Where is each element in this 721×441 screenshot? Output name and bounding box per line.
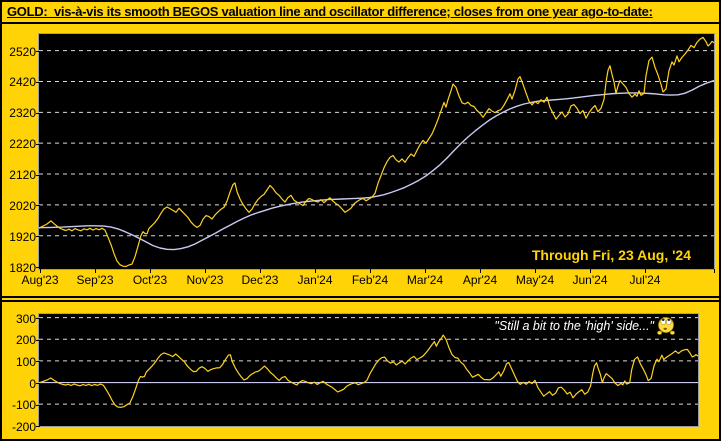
panel-separator: [2, 296, 719, 302]
y-tick-mark: [36, 236, 40, 238]
oscillator-line: [39, 334, 698, 408]
month-tick-label: May'24: [515, 273, 555, 287]
y-tick-label: 2520: [9, 44, 36, 59]
main-price-chart-plot: [38, 33, 715, 270]
y-tick-mark: [36, 361, 40, 363]
title-bar: GOLD: vis-à-vis its smooth BEGOS valuati…: [2, 2, 719, 24]
month-tick-mark: [315, 269, 316, 273]
through-date-label: Through Fri, 23 Aug, '24: [531, 247, 691, 263]
month-tick-mark: [370, 269, 371, 273]
y-tick-label: 2420: [9, 75, 36, 90]
y-tick-mark: [36, 112, 40, 114]
y-tick-mark: [36, 143, 40, 145]
y-tick-mark: [36, 404, 40, 406]
month-tick-label: Jan'24: [297, 273, 333, 287]
month-tick-mark: [425, 269, 426, 273]
month-tick-label: Jun'24: [572, 273, 608, 287]
y-tick-mark: [36, 339, 40, 341]
main-chart-svg: [39, 36, 714, 268]
month-tick-label: Dec'23: [241, 273, 279, 287]
y-tick-mark: [36, 205, 40, 207]
nail-biting-smiley-icon: [657, 317, 675, 335]
month-tick-mark: [535, 269, 536, 273]
oscillator-y-tick-label: 300: [15, 311, 36, 326]
annotation-text: "Still a bit to the 'high' side...": [494, 319, 654, 333]
month-tick-mark: [645, 269, 646, 273]
month-tick-mark: [150, 269, 151, 273]
month-tick-mark: [590, 269, 591, 273]
month-tick-label: Nov'23: [186, 273, 224, 287]
month-tick-mark: [480, 269, 481, 273]
oscillator-annotation: "Still a bit to the 'high' side...": [494, 316, 675, 338]
oscillator-y-tick-label: 200: [15, 333, 36, 348]
oscillator-chart-svg: [39, 317, 698, 408]
month-tick-mark: [714, 269, 715, 273]
month-tick-label: Sep'23: [76, 273, 114, 287]
y-tick-label: 2220: [9, 137, 36, 152]
price-line: [39, 36, 714, 268]
oscillator-chart-plot: [38, 313, 699, 427]
y-tick-label: 2120: [9, 168, 36, 182]
oscillator-y-tick-label: -200: [11, 419, 36, 434]
y-tick-mark: [36, 51, 40, 53]
valuation-line: [39, 79, 714, 251]
y-tick-mark: [36, 426, 40, 428]
y-tick-mark: [36, 81, 40, 83]
month-tick-label: Oct'23: [132, 273, 168, 287]
y-tick-label: 1920: [9, 229, 36, 244]
y-tick-mark: [36, 267, 40, 269]
month-tick-mark: [95, 269, 96, 273]
y-tick-label: 1820: [9, 260, 36, 275]
y-tick-mark: [36, 174, 40, 176]
month-tick-mark: [205, 269, 206, 273]
y-tick-label: 2320: [9, 106, 36, 121]
y-tick-mark: [36, 383, 40, 385]
y-tick-label: 2020: [9, 198, 36, 213]
oscillator-y-tick-label: 100: [15, 354, 36, 369]
oscillator-y-tick-label: -100: [11, 398, 36, 413]
page-title: GOLD: vis-à-vis its smooth BEGOS valuati…: [7, 4, 653, 19]
month-tick-label: Apr'24: [462, 273, 498, 287]
oscillator-y-tick-label: 0: [29, 376, 36, 391]
month-tick-mark: [40, 269, 41, 273]
month-tick-label: Jul'24: [629, 273, 661, 287]
month-tick-label: Mar'24: [406, 273, 444, 287]
y-tick-mark: [36, 318, 40, 320]
month-tick-label: Aug'23: [21, 273, 59, 287]
month-tick-label: Feb'24: [351, 273, 389, 287]
month-tick-mark: [260, 269, 261, 273]
